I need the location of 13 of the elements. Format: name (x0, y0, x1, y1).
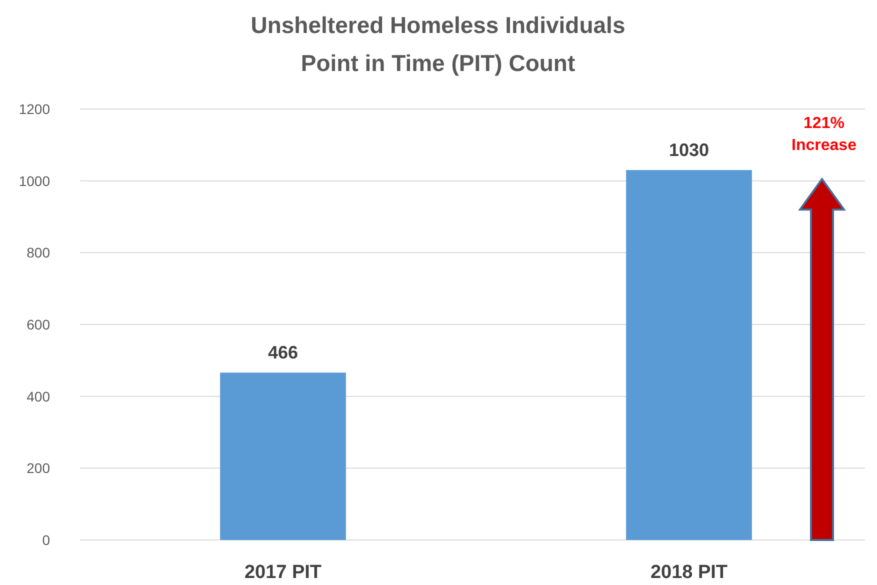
data-label: 1030 (668, 140, 710, 160)
y-tick-label: 400 (26, 388, 50, 404)
y-tick-label: 200 (26, 460, 50, 476)
annotation: 121% Increase (792, 115, 857, 154)
y-tick-label: 600 (26, 316, 50, 332)
x-tick-label: 2017 PIT (244, 562, 322, 583)
y-tick-label: 0 (42, 532, 50, 548)
y-tick-label: 1200 (18, 101, 50, 117)
y-tick-label: 1000 (18, 172, 50, 189)
y-tick-label: 800 (26, 244, 50, 261)
data-label: 466 (268, 342, 298, 363)
chart-title: Unsheltered Homeless Individuals Point in Time (PIT) Count (250, 12, 626, 76)
x-tick-label: 2018 PIT (650, 562, 728, 583)
